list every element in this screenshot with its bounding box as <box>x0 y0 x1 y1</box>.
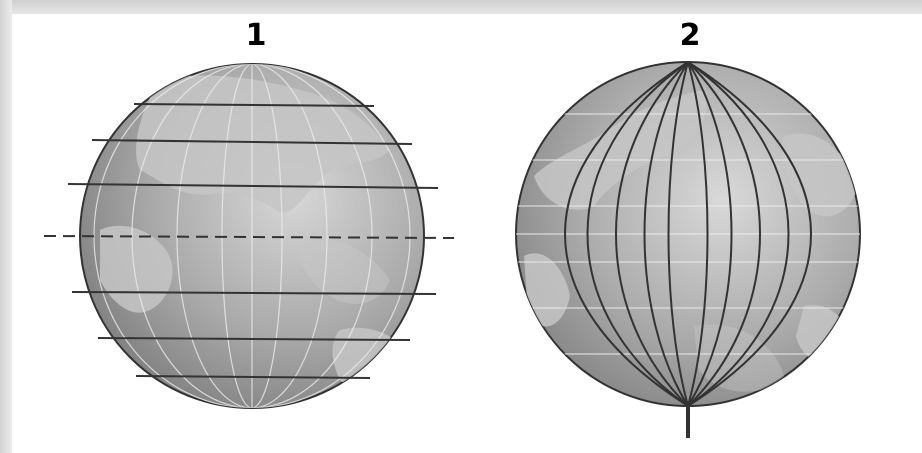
meridian-line <box>615 61 689 407</box>
meridian-line <box>687 61 812 407</box>
parallel-line <box>133 103 375 107</box>
equator-line <box>43 235 455 239</box>
parallel-lines <box>43 103 455 379</box>
globe-parallels <box>43 63 455 409</box>
parallel-line <box>135 375 371 379</box>
meridian-line <box>687 61 761 407</box>
meridian-line <box>687 61 790 407</box>
globe-meridians <box>515 61 861 438</box>
globe-2-label: 2 <box>679 18 701 53</box>
parallel-line <box>67 183 439 189</box>
parallel-line <box>71 291 437 295</box>
frame-top-edge <box>0 0 922 14</box>
meridian-line <box>586 61 689 407</box>
meridian-line <box>687 61 709 407</box>
parallel-line <box>91 139 413 145</box>
parallel-line <box>97 337 411 341</box>
meridian-line <box>643 61 689 407</box>
meridian-line <box>687 61 733 407</box>
frame-left-edge <box>0 0 12 453</box>
meridian-lines <box>564 61 812 407</box>
globe-1-label: 1 <box>245 18 267 53</box>
meridian-line <box>667 61 689 407</box>
meridian-line <box>564 61 689 407</box>
